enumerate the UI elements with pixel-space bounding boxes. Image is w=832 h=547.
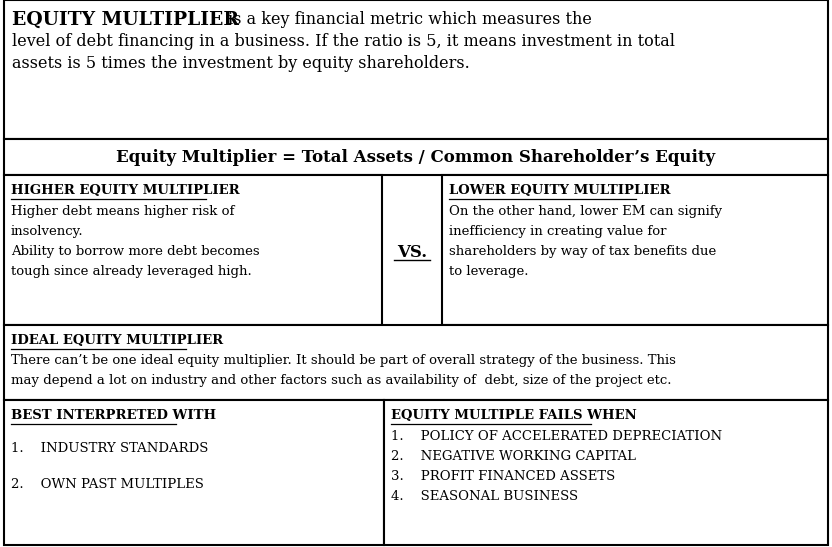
Text: EQUITY MULTIPLIER: EQUITY MULTIPLIER (12, 11, 239, 29)
Text: 4.    SEASONAL BUSINESS: 4. SEASONAL BUSINESS (391, 490, 578, 503)
Bar (4, 0, 828, 139)
Text: On the other hand, lower EM can signify: On the other hand, lower EM can signify (449, 205, 722, 218)
Text: is a key financial metric which measures the: is a key financial metric which measures… (223, 11, 592, 28)
Text: BEST INTERPRETED WITH: BEST INTERPRETED WITH (11, 409, 216, 422)
Text: to leverage.: to leverage. (449, 265, 528, 278)
Text: LOWER EQUITY MULTIPLIER: LOWER EQUITY MULTIPLIER (449, 184, 671, 197)
Text: There can’t be one ideal equity multiplier. It should be part of overall strateg: There can’t be one ideal equity multipli… (11, 354, 676, 367)
Text: 1.    INDUSTRY STANDARDS: 1. INDUSTRY STANDARDS (11, 442, 208, 455)
Bar (4, 139, 828, 175)
Text: 3.    PROFIT FINANCED ASSETS: 3. PROFIT FINANCED ASSETS (391, 470, 615, 483)
Text: shareholders by way of tax benefits due: shareholders by way of tax benefits due (449, 245, 716, 258)
Text: inefficiency in creating value for: inefficiency in creating value for (449, 225, 666, 238)
Text: may depend a lot on industry and other factors such as availability of  debt, si: may depend a lot on industry and other f… (11, 374, 671, 387)
Bar (4, 175, 382, 325)
Text: level of debt financing in a business. If the ratio is 5, it means investment in: level of debt financing in a business. I… (12, 33, 675, 50)
Text: Higher debt means higher risk of: Higher debt means higher risk of (11, 205, 235, 218)
Text: 2.    NEGATIVE WORKING CAPITAL: 2. NEGATIVE WORKING CAPITAL (391, 450, 636, 463)
Bar (4, 400, 384, 545)
Text: Ability to borrow more debt becomes: Ability to borrow more debt becomes (11, 245, 260, 258)
Text: 2.    OWN PAST MULTIPLES: 2. OWN PAST MULTIPLES (11, 478, 204, 491)
Text: Equity Multiplier = Total Assets / Common Shareholder’s Equity: Equity Multiplier = Total Assets / Commo… (116, 148, 716, 166)
Text: tough since already leveraged high.: tough since already leveraged high. (11, 265, 252, 278)
Text: 1.    POLICY OF ACCELERATED DEPRECIATION: 1. POLICY OF ACCELERATED DEPRECIATION (391, 430, 722, 443)
Text: HIGHER EQUITY MULTIPLIER: HIGHER EQUITY MULTIPLIER (11, 184, 240, 197)
Bar (384, 400, 828, 545)
Text: assets is 5 times the investment by equity shareholders.: assets is 5 times the investment by equi… (12, 55, 470, 72)
Text: EQUITY MULTIPLE FAILS WHEN: EQUITY MULTIPLE FAILS WHEN (391, 409, 636, 422)
Text: IDEAL EQUITY MULTIPLIER: IDEAL EQUITY MULTIPLIER (11, 334, 223, 347)
Bar (4, 325, 828, 400)
Text: insolvency.: insolvency. (11, 225, 84, 238)
Bar (442, 175, 828, 325)
Text: VS.: VS. (397, 244, 427, 261)
